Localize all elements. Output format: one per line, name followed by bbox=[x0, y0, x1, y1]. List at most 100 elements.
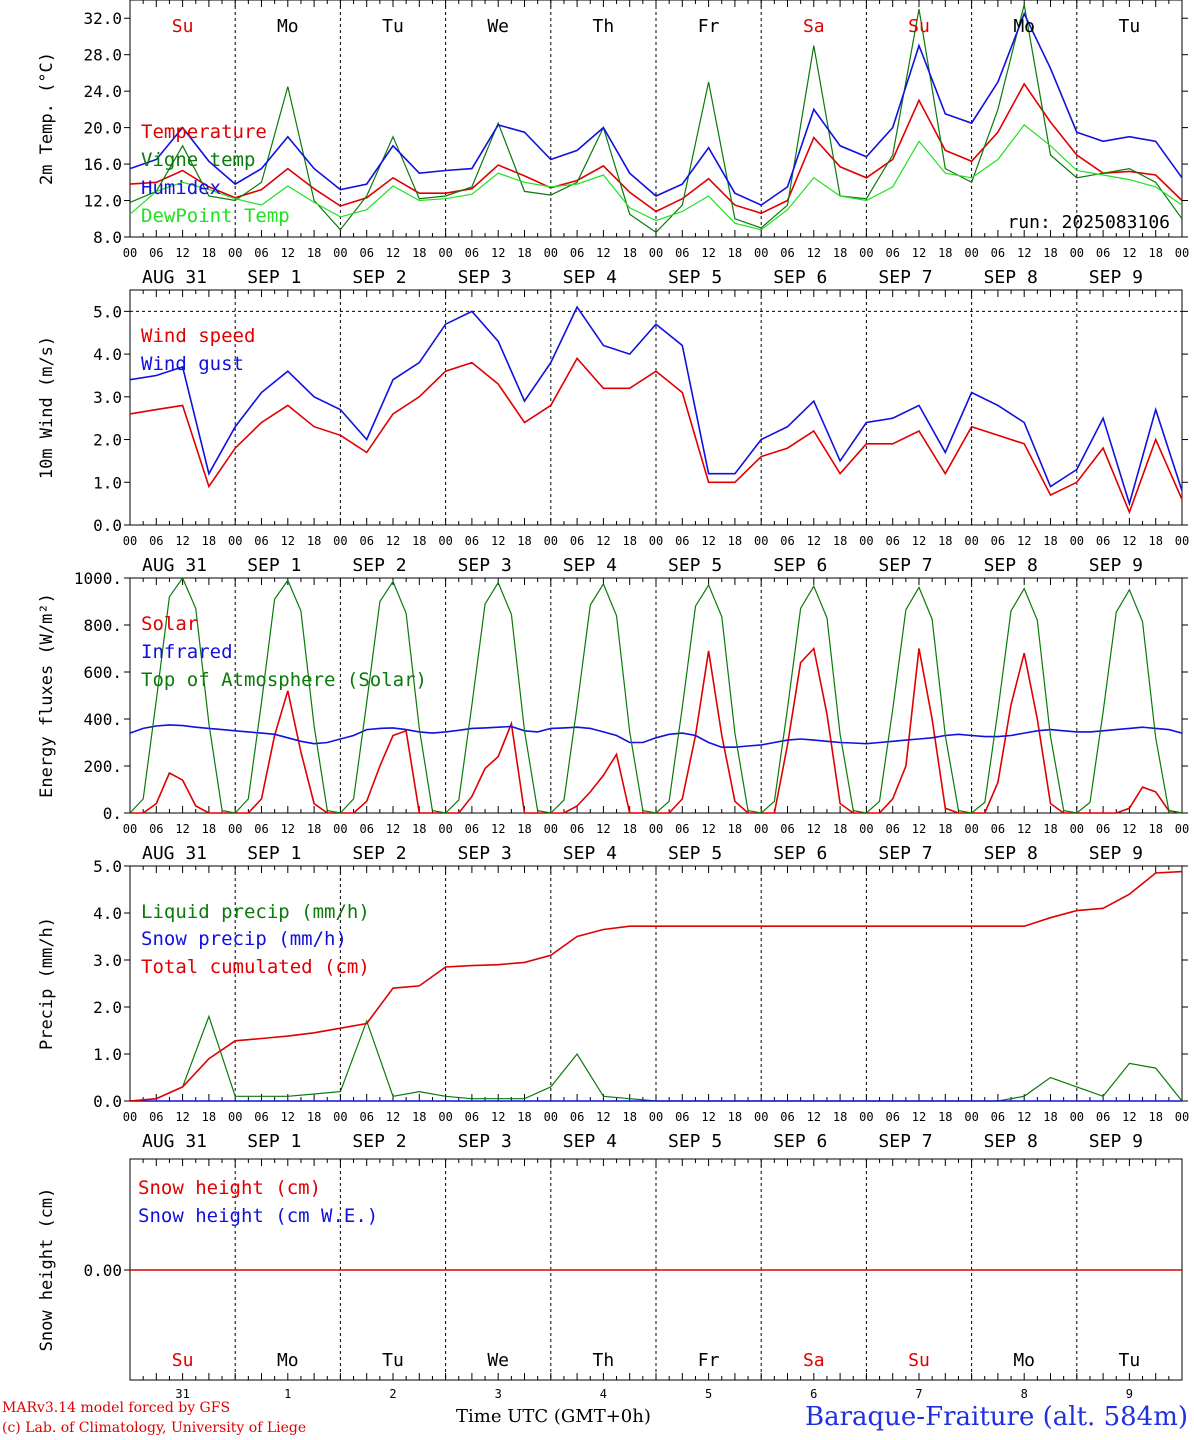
x-hour-label: 18 bbox=[938, 246, 952, 260]
x-hour-label: 12 bbox=[701, 246, 715, 260]
x-hour-label: 12 bbox=[491, 1110, 505, 1124]
legend-entry: Snow height (cm) bbox=[138, 1177, 321, 1199]
x-hour-label: 12 bbox=[386, 1110, 400, 1124]
x-hour-label: 00 bbox=[544, 246, 558, 260]
legend-entry: Solar bbox=[141, 613, 198, 635]
y-tick-label: 12.0 bbox=[83, 192, 122, 211]
x-date-label: AUG 31 bbox=[142, 555, 207, 576]
x-date-label: SEP 2 bbox=[352, 843, 406, 864]
weekday-label: Tu bbox=[382, 16, 404, 37]
x-hour-label: 12 bbox=[807, 534, 821, 548]
x-date-label: SEP 7 bbox=[878, 555, 932, 576]
x-hour-label: 18 bbox=[728, 822, 742, 836]
x-hour-label: 12 bbox=[912, 246, 926, 260]
x-date-label: SEP 4 bbox=[563, 555, 617, 576]
legend-entry: Top of Atmosphere (Solar) bbox=[141, 669, 427, 691]
x-hour-label: 12 bbox=[701, 1110, 715, 1124]
weekday-label: Mo bbox=[277, 1350, 299, 1371]
meteogram: 8.012.016.020.024.028.032.02m Temp. (°C)… bbox=[37, 0, 1189, 1400]
x-hour-label: 18 bbox=[1148, 1110, 1162, 1124]
x-hour-label: 18 bbox=[412, 1110, 426, 1124]
x-hour-label: 06 bbox=[885, 246, 899, 260]
series-line-blue bbox=[129, 305, 1183, 507]
weekday-label: Sa bbox=[803, 1350, 825, 1371]
x-hour-label: 12 bbox=[175, 534, 189, 548]
x-hour-label: 18 bbox=[833, 822, 847, 836]
x-hour-label: 12 bbox=[912, 1110, 926, 1124]
x-hour-label: 12 bbox=[912, 822, 926, 836]
weekday-label: Su bbox=[172, 1350, 194, 1371]
y-tick-label: 4.0 bbox=[93, 904, 122, 923]
weekday-label: Su bbox=[908, 1350, 930, 1371]
weekday-label: Fr bbox=[698, 1350, 720, 1371]
x-hour-label: 06 bbox=[675, 534, 689, 548]
x-hour-label: 12 bbox=[491, 534, 505, 548]
x-hour-label: 00 bbox=[859, 534, 873, 548]
x-hour-label: 06 bbox=[254, 534, 268, 548]
x-date-label: SEP 3 bbox=[458, 1131, 512, 1152]
x-hour-label: 12 bbox=[1017, 1110, 1031, 1124]
x-date-label: SEP 8 bbox=[984, 267, 1038, 288]
series-line-red bbox=[129, 870, 1183, 1102]
day-number-label: 8 bbox=[1021, 1387, 1028, 1400]
series-line-blue bbox=[129, 724, 1183, 749]
x-hour-label: 06 bbox=[254, 822, 268, 836]
x-hour-label: 00 bbox=[123, 822, 137, 836]
x-hour-label: 06 bbox=[149, 534, 163, 548]
x-hour-label: 12 bbox=[596, 822, 610, 836]
weekday-label: Su bbox=[172, 16, 194, 37]
x-hour-label: 00 bbox=[649, 1110, 663, 1124]
x-hour-label: 06 bbox=[359, 534, 373, 548]
x-hour-label: 00 bbox=[1070, 1110, 1084, 1124]
x-date-label: SEP 1 bbox=[247, 555, 301, 576]
x-hour-label: 18 bbox=[412, 534, 426, 548]
weekday-label: Fr bbox=[698, 16, 720, 37]
y-tick-label: 3.0 bbox=[93, 388, 122, 407]
legend-entry: Total cumulated (cm) bbox=[141, 956, 370, 978]
x-hour-label: 18 bbox=[833, 1110, 847, 1124]
x-hour-label: 06 bbox=[780, 246, 794, 260]
x-hour-label: 12 bbox=[1122, 534, 1136, 548]
x-hour-label: 12 bbox=[281, 246, 295, 260]
x-date-label: SEP 7 bbox=[878, 843, 932, 864]
weekday-label: Tu bbox=[1119, 16, 1141, 37]
x-hour-label: 06 bbox=[465, 534, 479, 548]
y-tick-label: 400. bbox=[83, 710, 122, 729]
x-date-label: SEP 6 bbox=[773, 555, 827, 576]
x-hour-label: 18 bbox=[728, 246, 742, 260]
x-date-label: SEP 9 bbox=[1089, 267, 1143, 288]
x-hour-label: 00 bbox=[544, 822, 558, 836]
model-credit: MARv3.14 model forced by GFS bbox=[2, 1400, 231, 1416]
x-hour-label: 12 bbox=[807, 1110, 821, 1124]
x-date-label: SEP 9 bbox=[1089, 555, 1143, 576]
x-hour-label: 00 bbox=[438, 534, 452, 548]
x-hour-label: 12 bbox=[1017, 534, 1031, 548]
x-hour-label: 00 bbox=[649, 246, 663, 260]
x-hour-label: 00 bbox=[754, 822, 768, 836]
x-hour-label: 12 bbox=[491, 822, 505, 836]
x-hour-label: 00 bbox=[754, 1110, 768, 1124]
x-hour-label: 12 bbox=[175, 822, 189, 836]
x-hour-label: 00 bbox=[123, 1110, 137, 1124]
series-line-green bbox=[129, 4, 1183, 234]
x-date-label: SEP 2 bbox=[352, 267, 406, 288]
day-number-label: 3 bbox=[495, 1387, 502, 1400]
x-hour-label: 06 bbox=[1096, 822, 1110, 836]
legend-entry: Snow precip (mm/h) bbox=[141, 928, 347, 950]
x-hour-label: 00 bbox=[649, 822, 663, 836]
x-hour-label: 12 bbox=[386, 534, 400, 548]
weekday-label: Mo bbox=[1013, 16, 1035, 37]
x-hour-label: 18 bbox=[938, 1110, 952, 1124]
x-hour-label: 06 bbox=[465, 822, 479, 836]
y-axis-label: Precip (mm/h) bbox=[37, 917, 57, 1050]
x-hour-label: 18 bbox=[307, 1110, 321, 1124]
x-hour-label: 00 bbox=[123, 534, 137, 548]
x-hour-label: 18 bbox=[412, 246, 426, 260]
day-number-label: 6 bbox=[810, 1387, 817, 1400]
weekday-label: Th bbox=[593, 16, 615, 37]
y-tick-label: 4.0 bbox=[93, 345, 122, 364]
x-hour-label: 00 bbox=[438, 1110, 452, 1124]
day-number-label: 9 bbox=[1126, 1387, 1133, 1400]
weekday-label: Su bbox=[908, 16, 930, 37]
x-hour-label: 18 bbox=[412, 822, 426, 836]
